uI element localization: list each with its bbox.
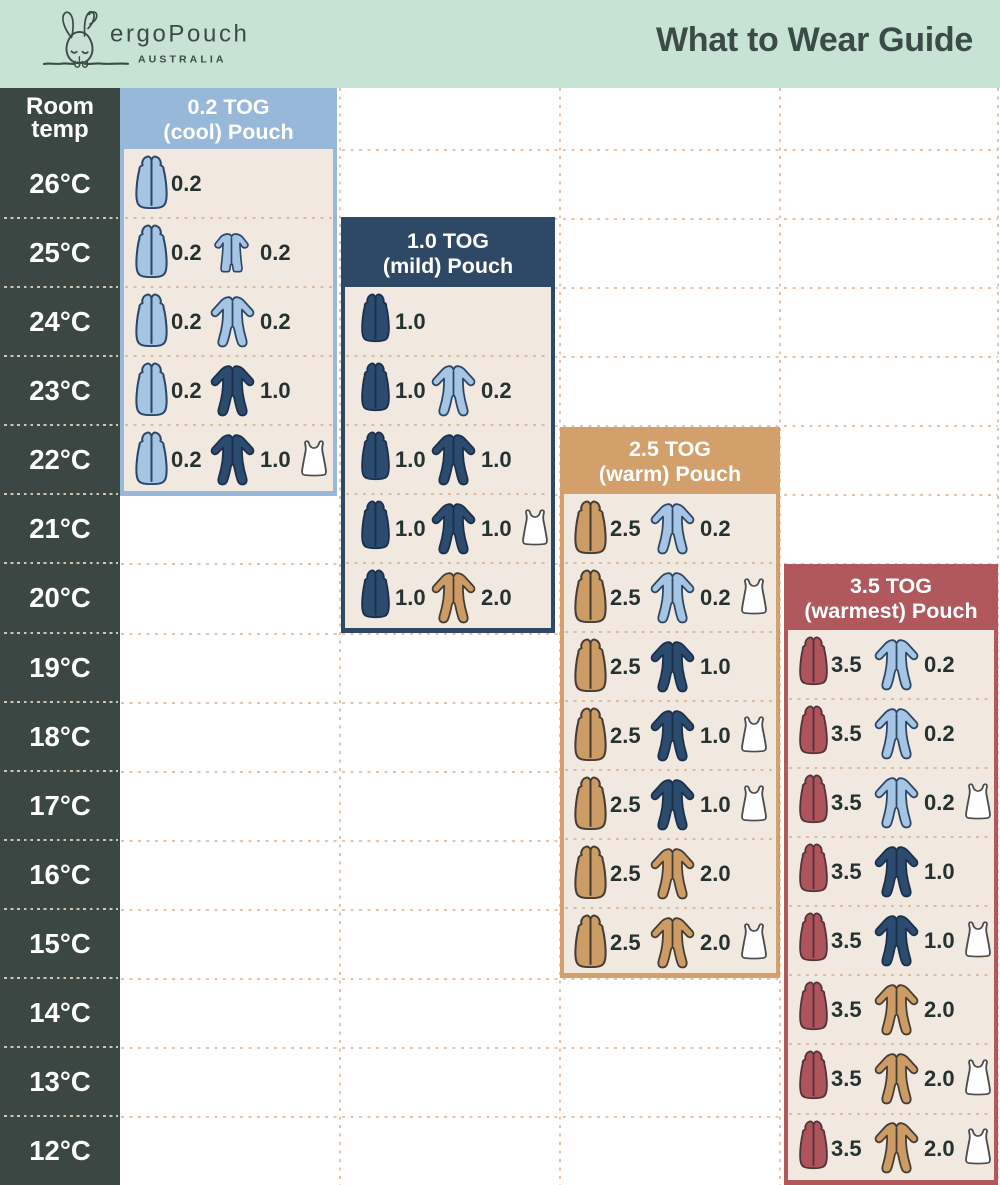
- svg-text:ergoPouch: ergoPouch: [110, 21, 250, 48]
- svg-text:AUSTRALIA: AUSTRALIA: [138, 54, 227, 66]
